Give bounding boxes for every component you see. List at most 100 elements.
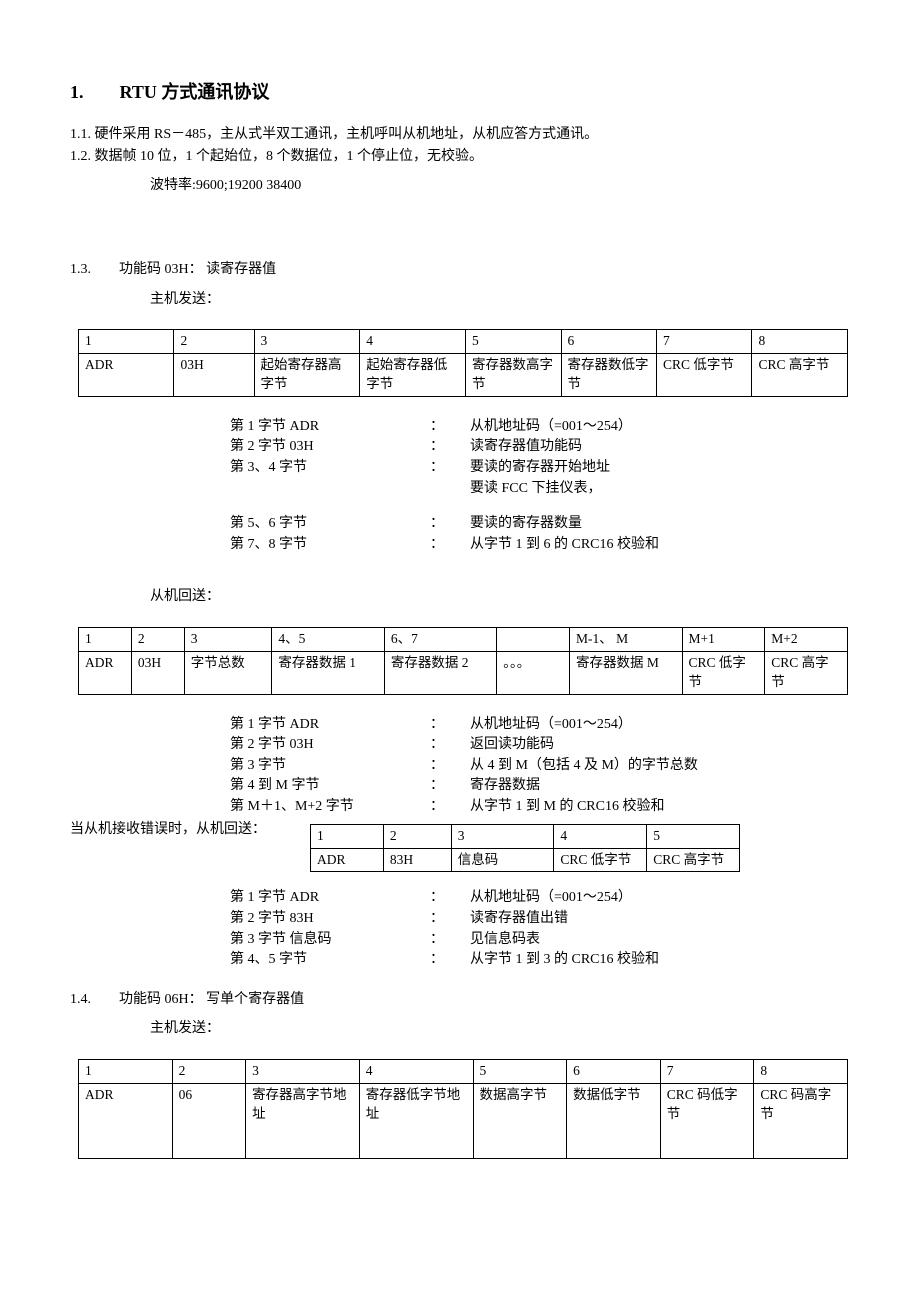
colon: ： — [430, 930, 470, 950]
td: CRC 码高字节 — [754, 1083, 848, 1158]
td: 信息码 — [451, 848, 554, 872]
td: 起始寄存器高字节 — [254, 354, 360, 397]
desc-r: 返回读功能码 — [470, 735, 850, 755]
desc-r: 从机地址码（=001～254） — [470, 417, 850, 437]
intro-line-1: 1.1. 硬件采用 RS－485，主从式半双工通讯，主机呼叫从机地址，从机应答方… — [70, 125, 850, 145]
th: 1 — [311, 824, 384, 848]
host-send-label-2: 主机发送： — [150, 1019, 850, 1039]
desc-r: 从字节 1 到 6 的 CRC16 校验和 — [470, 535, 850, 555]
desc-l: 第 1 字节 ADR — [70, 715, 430, 735]
desc-r: 从机地址码（=001～254） — [470, 715, 850, 735]
td: 寄存器数低字节 — [561, 354, 656, 397]
desc-l: 第 5、6 字节 — [70, 514, 430, 534]
th: 1 — [79, 627, 132, 651]
td: 。。。 — [497, 651, 570, 694]
td: CRC 低字节 — [554, 848, 647, 872]
colon: ： — [430, 458, 470, 478]
table-03h-slave-reply: 1 2 3 4、5 6、7 M-1、 M M+1 M+2 ADR 03H 字节总… — [78, 627, 848, 695]
th: M+2 — [765, 627, 848, 651]
td: CRC 高字节 — [647, 848, 740, 872]
colon: ： — [430, 950, 470, 970]
td: 寄存器低字节地址 — [359, 1083, 473, 1158]
td: 起始寄存器低字节 — [360, 354, 466, 397]
th: 1 — [79, 1059, 173, 1083]
desc-r: 从机地址码（=001～254） — [470, 888, 850, 908]
colon: ： — [430, 776, 470, 796]
td: CRC 高字节 — [765, 651, 848, 694]
th: 4 — [360, 330, 466, 354]
desc-l: 第 M＋1、M+2 字节 — [70, 797, 430, 817]
desc-l — [70, 479, 430, 499]
th: 4 — [554, 824, 647, 848]
th: 3 — [184, 627, 272, 651]
desc-l: 第 1 字节 ADR — [70, 888, 430, 908]
desc-l: 第 4 到 M 字节 — [70, 776, 430, 796]
desc-r: 从字节 1 到 3 的 CRC16 校验和 — [470, 950, 850, 970]
th: 2 — [174, 330, 254, 354]
td: 数据高字节 — [473, 1083, 567, 1158]
th: 6、7 — [384, 627, 496, 651]
td: ADR — [79, 651, 132, 694]
th: 5 — [466, 330, 561, 354]
desc-block-1: 第 1 字节 ADR：从机地址码（=001～254） 第 2 字节 03H：读寄… — [70, 417, 850, 555]
th: 3 — [451, 824, 554, 848]
td: ADR — [311, 848, 384, 872]
colon: ： — [430, 735, 470, 755]
desc-l: 第 2 字节 03H — [70, 735, 430, 755]
th: 2 — [131, 627, 184, 651]
section-1-3-heading: 1.3. 功能码 03H： 读寄存器值 — [70, 260, 850, 280]
td: 寄存器数据 2 — [384, 651, 496, 694]
td: 03H — [131, 651, 184, 694]
td: ADR — [79, 1083, 173, 1158]
page-title: 1. RTU 方式通讯协议 — [70, 80, 850, 105]
desc-r: 读寄存器值出错 — [470, 909, 850, 929]
desc-l: 第 3、4 字节 — [70, 458, 430, 478]
th: 1 — [79, 330, 174, 354]
td: CRC 高字节 — [752, 354, 848, 397]
colon: ： — [430, 437, 470, 457]
error-reply-label: 当从机接收错误时，从机回送： — [70, 820, 310, 840]
td: ADR — [79, 354, 174, 397]
td: 数据低字节 — [567, 1083, 661, 1158]
td: 06 — [172, 1083, 245, 1158]
section-1-4-heading: 1.4. 功能码 06H： 写单个寄存器值 — [70, 990, 850, 1010]
colon: ： — [430, 756, 470, 776]
desc-block-2: 第 1 字节 ADR：从机地址码（=001～254） 第 2 字节 03H：返回… — [70, 715, 850, 817]
th — [497, 627, 570, 651]
td: CRC 低字节 — [656, 354, 751, 397]
colon: ： — [430, 797, 470, 817]
desc-r: 从 4 到 M（包括 4 及 M）的字节总数 — [470, 756, 850, 776]
td: 寄存器数据 M — [570, 651, 682, 694]
th: 6 — [561, 330, 656, 354]
td: 寄存器数据 1 — [272, 651, 384, 694]
th: 8 — [752, 330, 848, 354]
th: M-1、 M — [570, 627, 682, 651]
td: 83H — [383, 848, 451, 872]
desc-block-3: 第 1 字节 ADR：从机地址码（=001～254） 第 2 字节 83H：读寄… — [70, 888, 850, 969]
th: 7 — [656, 330, 751, 354]
intro-line-2: 1.2. 数据帧 10 位，1 个起始位，8 个数据位，1 个停止位，无校验。 — [70, 147, 850, 167]
colon: ： — [430, 514, 470, 534]
desc-r: 要读的寄存器数量 — [470, 514, 850, 534]
td: 03H — [174, 354, 254, 397]
baud-rate: 波特率:9600;19200 38400 — [150, 176, 850, 196]
th: 3 — [246, 1059, 360, 1083]
th: 5 — [647, 824, 740, 848]
desc-l: 第 3 字节 信息码 — [70, 930, 430, 950]
th: 8 — [754, 1059, 848, 1083]
table-06h-host-send: 1 2 3 4 5 6 7 8 ADR 06 寄存器高字节地址 寄存器低字节地址… — [78, 1059, 848, 1159]
slave-reply-label-1: 从机回送： — [150, 587, 850, 607]
th: 4、5 — [272, 627, 384, 651]
desc-r: 见信息码表 — [470, 930, 850, 950]
colon: ： — [430, 535, 470, 555]
th: 2 — [172, 1059, 245, 1083]
desc-l: 第 2 字节 83H — [70, 909, 430, 929]
table-03h-host-send: 1 2 3 4 5 6 7 8 ADR 03H 起始寄存器高字节 起始寄存器低字… — [78, 329, 848, 397]
desc-l: 第 7、8 字节 — [70, 535, 430, 555]
desc-r: 要读的寄存器开始地址 — [470, 458, 850, 478]
colon — [430, 479, 470, 499]
desc-r: 要读 FCC 下挂仪表， — [470, 479, 850, 499]
th: 4 — [359, 1059, 473, 1083]
td: CRC 码低字节 — [660, 1083, 754, 1158]
colon: ： — [430, 715, 470, 735]
